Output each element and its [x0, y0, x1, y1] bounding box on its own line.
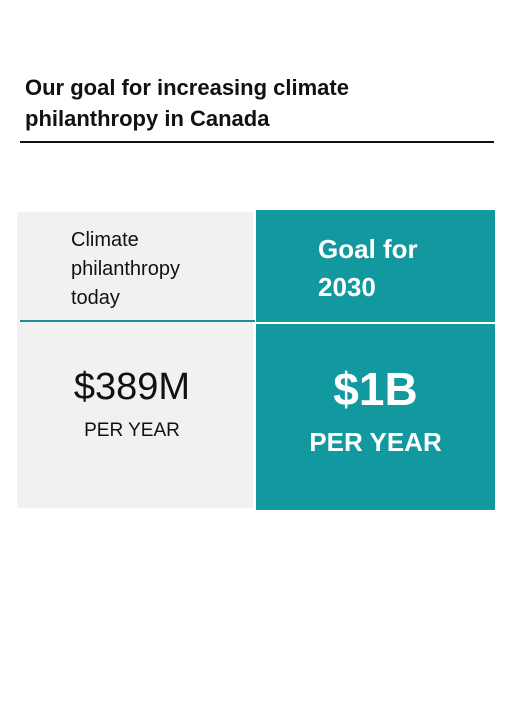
today-panel — [17, 212, 253, 508]
title-rule — [20, 141, 494, 143]
panel-divider — [20, 320, 255, 322]
goal-panel — [256, 210, 495, 510]
title: Our goal for increasing climate philanth… — [25, 75, 349, 131]
panel-label: Climate philanthropy today — [71, 229, 180, 309]
panel-value: $389M — [73, 366, 191, 408]
panel-label: Goal for 2030 — [318, 234, 418, 302]
panel-value: $1B — [333, 363, 418, 415]
panel-divider — [256, 322, 495, 324]
panel-unit: PER YEAR — [84, 420, 180, 441]
panel-unit: PER YEAR — [309, 427, 442, 457]
